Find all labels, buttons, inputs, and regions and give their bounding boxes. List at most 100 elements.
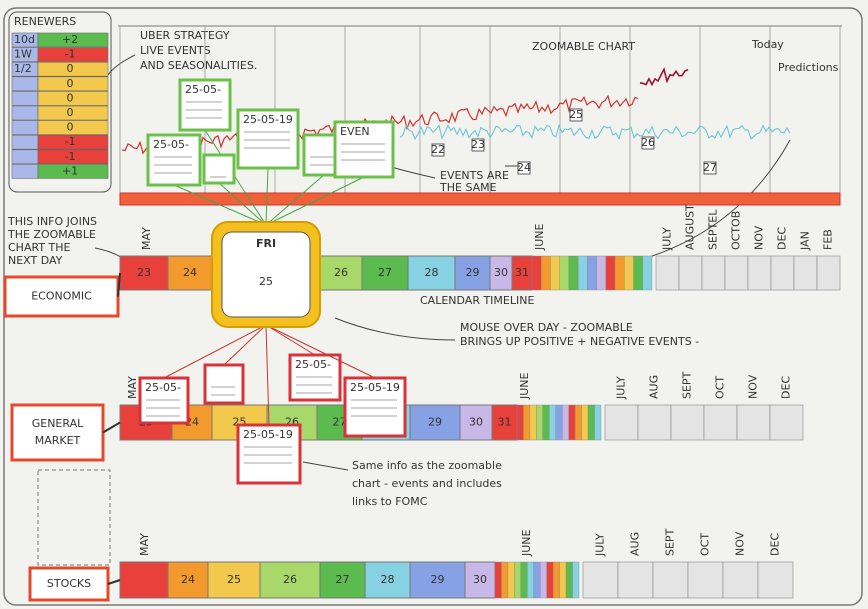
day-cell[interactable] — [364, 561, 411, 599]
day-cell[interactable] — [207, 561, 261, 599]
month-label: NOV — [753, 225, 766, 250]
month-label: OCT — [714, 376, 727, 399]
row-label-cell — [11, 91, 39, 106]
event-card[interactable] — [236, 108, 300, 170]
row-label-box — [28, 566, 110, 602]
month-cell[interactable] — [703, 404, 738, 441]
month-cell[interactable] — [793, 255, 818, 291]
timeline-bar — [119, 192, 841, 206]
month-cell[interactable] — [687, 561, 724, 599]
stripe — [594, 404, 602, 441]
month-cell[interactable] — [724, 255, 749, 291]
event-marker — [703, 161, 717, 175]
day-cell[interactable] — [319, 561, 366, 599]
same-note: links to FOMC — [352, 495, 428, 508]
stripe — [546, 561, 554, 599]
month-cell[interactable] — [637, 404, 672, 441]
stripe — [555, 404, 563, 441]
connector — [173, 184, 267, 226]
chart-title: ZOOMABLE CHART — [532, 40, 635, 53]
month-cell[interactable] — [617, 561, 654, 599]
month-cell[interactable] — [701, 255, 726, 291]
day-cell[interactable] — [464, 561, 496, 599]
day-cell[interactable] — [361, 255, 409, 291]
month-cell[interactable] — [736, 404, 771, 441]
events-note: EVENTS ARE — [440, 169, 509, 182]
month-cell[interactable] — [604, 404, 639, 441]
event-marker — [517, 161, 531, 175]
stripe — [587, 255, 597, 291]
month-label: NOV — [747, 374, 760, 399]
month-label: DEC — [780, 376, 793, 399]
renewers-box — [8, 11, 112, 193]
month-cell[interactable] — [670, 404, 705, 441]
event-card[interactable] — [138, 376, 190, 425]
month-label: MAY — [138, 533, 151, 556]
event-card[interactable] — [146, 133, 202, 187]
month-label: JUNE — [520, 529, 533, 557]
month-label: DEC — [769, 533, 782, 556]
day-cell[interactable] — [459, 404, 493, 441]
event-card-date: EVEN — [340, 125, 370, 138]
day-cell[interactable] — [409, 561, 466, 599]
predictions-label: Predictions — [778, 61, 839, 74]
month-cell[interactable] — [652, 561, 689, 599]
row-value-cell — [37, 47, 109, 62]
stripe — [642, 255, 653, 291]
row-value: -1 — [65, 135, 76, 148]
day-label: 26 — [283, 573, 297, 586]
stripe — [516, 404, 524, 441]
row-value: 0 — [67, 106, 74, 119]
month-cell[interactable] — [678, 255, 703, 291]
row-value: 0 — [67, 62, 74, 75]
event-card[interactable] — [203, 363, 245, 405]
row-label: ECONOMIC — [31, 290, 92, 303]
day-label: 30 — [473, 573, 487, 586]
event-card-date: 25-05- — [295, 358, 331, 371]
row-label-box — [10, 403, 105, 462]
stripe — [540, 561, 547, 599]
day-cell[interactable] — [167, 561, 209, 599]
row-label-box — [3, 275, 120, 318]
day-cell[interactable] — [167, 255, 213, 291]
day-label: 29 — [431, 573, 445, 586]
month-label: AUG — [648, 375, 661, 399]
day-cell[interactable] — [259, 561, 321, 599]
event-card[interactable] — [236, 423, 302, 485]
day-cell[interactable] — [319, 255, 363, 291]
row-value-cell — [37, 91, 109, 106]
stripe — [533, 561, 541, 599]
day-label: 27 — [333, 416, 347, 429]
month-label: MAY — [126, 376, 139, 399]
day-cell[interactable] — [407, 255, 456, 291]
day-label: 31 — [515, 266, 529, 279]
month-cell[interactable] — [816, 255, 841, 291]
month-label: SEPTEL — [707, 209, 720, 250]
event-card[interactable] — [333, 120, 395, 179]
month-cell[interactable] — [769, 404, 804, 441]
event-card[interactable] — [202, 153, 236, 185]
event-card[interactable] — [288, 353, 342, 402]
month-label: OCTOB — [730, 211, 743, 250]
stripe — [523, 404, 531, 441]
month-cell[interactable] — [655, 255, 680, 291]
month-cell[interactable] — [722, 561, 759, 599]
stripe — [529, 404, 537, 441]
stripe — [559, 561, 567, 599]
month-cell[interactable] — [757, 561, 794, 599]
connector — [265, 167, 269, 226]
event-marker — [569, 108, 583, 122]
month-cell[interactable] — [747, 255, 772, 291]
chart-line — [639, 67, 689, 87]
event-card[interactable] — [178, 78, 232, 132]
row-label: 10d — [14, 33, 35, 46]
stripe — [520, 561, 528, 599]
event-card[interactable] — [343, 376, 407, 438]
stripe — [562, 404, 569, 441]
month-cell[interactable] — [770, 255, 795, 291]
today-label: Today — [751, 38, 784, 51]
month-label: NOV — [734, 531, 747, 556]
month-cell[interactable] — [582, 561, 619, 599]
event-marker-label: 22 — [431, 143, 445, 156]
